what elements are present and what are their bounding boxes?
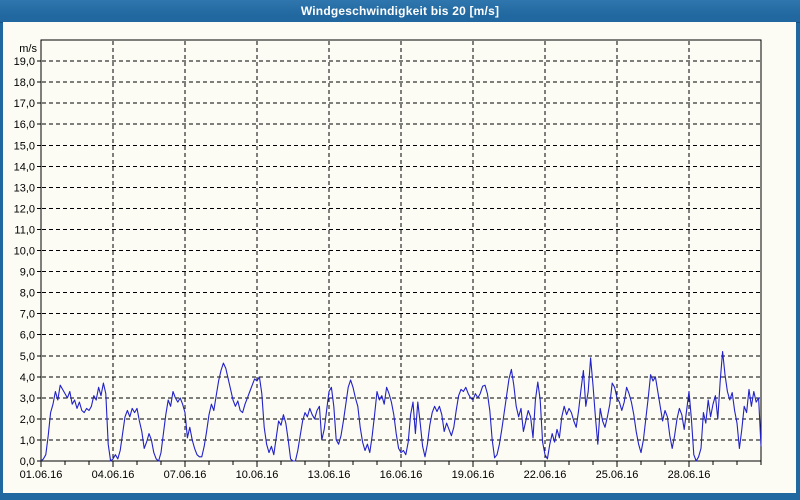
x-tick-label: 13.06.16 — [308, 469, 351, 481]
y-tick-label: 8,0 — [20, 288, 35, 300]
y-tick-label: 0,0 — [20, 456, 35, 468]
y-axis-unit-label: m/s — [19, 43, 37, 55]
x-tick-label: 22.06.16 — [524, 469, 567, 481]
y-tick-label: 16,0 — [14, 119, 35, 131]
y-tick-label: 5,0 — [20, 351, 35, 363]
y-tick-label: 18,0 — [14, 77, 35, 89]
y-tick-label: 14,0 — [14, 161, 35, 173]
y-tick-label: 9,0 — [20, 267, 35, 279]
y-tick-label: 4,0 — [20, 372, 35, 384]
x-tick-label: 07.06.16 — [164, 469, 207, 481]
y-tick-label: 13,0 — [14, 182, 35, 194]
y-tick-label: 3,0 — [20, 393, 35, 405]
x-tick-label: 19.06.16 — [452, 469, 495, 481]
x-tick-label: 04.06.16 — [92, 469, 135, 481]
y-tick-label: 10,0 — [14, 246, 35, 258]
y-tick-label: 19,0 — [14, 56, 35, 68]
x-tick-label: 16.06.16 — [380, 469, 423, 481]
x-tick-label: 25.06.16 — [596, 469, 639, 481]
chart-title: Windgeschwindigkeit bis 20 [m/s] — [300, 4, 500, 18]
y-tick-label: 2,0 — [20, 414, 35, 426]
x-tick-label: 28.06.16 — [668, 469, 711, 481]
y-tick-label: 11,0 — [14, 224, 35, 236]
wind-speed-line — [40, 350, 762, 462]
y-tick-label: 6,0 — [20, 330, 35, 342]
y-tick-label: 15,0 — [14, 140, 35, 152]
y-tick-label: 1,0 — [20, 435, 35, 447]
x-tick-label: 10.06.16 — [236, 469, 279, 481]
y-tick-label: 17,0 — [14, 98, 35, 110]
x-tick-label: 01.06.16 — [20, 469, 63, 481]
y-tick-label: 7,0 — [20, 309, 35, 321]
y-tick-label: 12,0 — [14, 203, 35, 215]
